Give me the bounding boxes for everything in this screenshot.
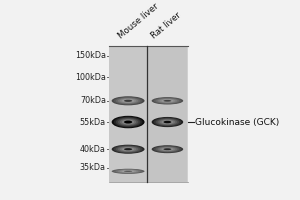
Ellipse shape — [122, 170, 134, 172]
Ellipse shape — [160, 147, 175, 151]
Ellipse shape — [116, 146, 140, 153]
Text: 70kDa: 70kDa — [80, 96, 106, 105]
Ellipse shape — [164, 100, 171, 102]
Ellipse shape — [118, 118, 138, 126]
Ellipse shape — [114, 97, 142, 105]
Ellipse shape — [158, 147, 177, 152]
Ellipse shape — [156, 146, 179, 152]
Ellipse shape — [124, 100, 132, 102]
Text: 100kDa: 100kDa — [75, 73, 106, 82]
Text: 40kDa: 40kDa — [80, 145, 106, 154]
Ellipse shape — [164, 148, 171, 150]
Ellipse shape — [165, 121, 169, 123]
Text: Glucokinase (GCK): Glucokinase (GCK) — [195, 118, 279, 127]
Ellipse shape — [112, 169, 145, 174]
Ellipse shape — [116, 97, 140, 104]
Ellipse shape — [118, 98, 138, 104]
Ellipse shape — [114, 169, 142, 174]
Ellipse shape — [118, 170, 138, 173]
Ellipse shape — [112, 96, 145, 105]
Ellipse shape — [118, 146, 138, 152]
Ellipse shape — [152, 145, 183, 153]
Ellipse shape — [124, 171, 132, 172]
Ellipse shape — [124, 120, 132, 124]
Ellipse shape — [120, 119, 136, 125]
Ellipse shape — [164, 121, 171, 123]
Text: Mouse liver: Mouse liver — [116, 2, 160, 41]
Ellipse shape — [164, 148, 171, 150]
Ellipse shape — [158, 119, 177, 125]
Ellipse shape — [161, 99, 173, 102]
FancyBboxPatch shape — [109, 46, 188, 182]
Ellipse shape — [126, 100, 130, 101]
Ellipse shape — [122, 148, 134, 151]
Ellipse shape — [126, 171, 130, 172]
Ellipse shape — [158, 99, 177, 103]
FancyBboxPatch shape — [148, 46, 187, 182]
Ellipse shape — [116, 117, 140, 127]
FancyBboxPatch shape — [110, 46, 147, 182]
Ellipse shape — [124, 100, 132, 102]
Ellipse shape — [124, 171, 132, 172]
Ellipse shape — [114, 117, 142, 127]
Ellipse shape — [122, 99, 134, 103]
Ellipse shape — [116, 169, 140, 173]
Ellipse shape — [124, 148, 132, 150]
Ellipse shape — [156, 98, 179, 104]
Ellipse shape — [154, 146, 181, 153]
Ellipse shape — [152, 97, 183, 104]
Ellipse shape — [112, 145, 145, 154]
Ellipse shape — [160, 99, 175, 103]
Ellipse shape — [165, 149, 169, 150]
Text: 150kDa: 150kDa — [75, 51, 106, 60]
Ellipse shape — [160, 119, 175, 125]
Ellipse shape — [112, 116, 145, 128]
Ellipse shape — [156, 118, 179, 126]
Ellipse shape — [152, 117, 183, 127]
Ellipse shape — [154, 98, 181, 104]
Ellipse shape — [120, 170, 136, 173]
Ellipse shape — [120, 99, 136, 103]
Text: Rat liver: Rat liver — [150, 11, 183, 41]
Text: 55kDa: 55kDa — [80, 118, 106, 127]
Ellipse shape — [126, 149, 130, 150]
Ellipse shape — [120, 147, 136, 151]
Ellipse shape — [114, 145, 142, 153]
Text: 35kDa: 35kDa — [80, 163, 106, 172]
Ellipse shape — [165, 100, 169, 101]
Ellipse shape — [164, 100, 171, 102]
Ellipse shape — [161, 148, 173, 151]
Ellipse shape — [122, 120, 134, 124]
Ellipse shape — [161, 120, 173, 124]
Ellipse shape — [154, 118, 181, 126]
Ellipse shape — [126, 121, 130, 123]
Ellipse shape — [124, 120, 132, 124]
Ellipse shape — [124, 148, 132, 150]
Ellipse shape — [164, 121, 171, 123]
